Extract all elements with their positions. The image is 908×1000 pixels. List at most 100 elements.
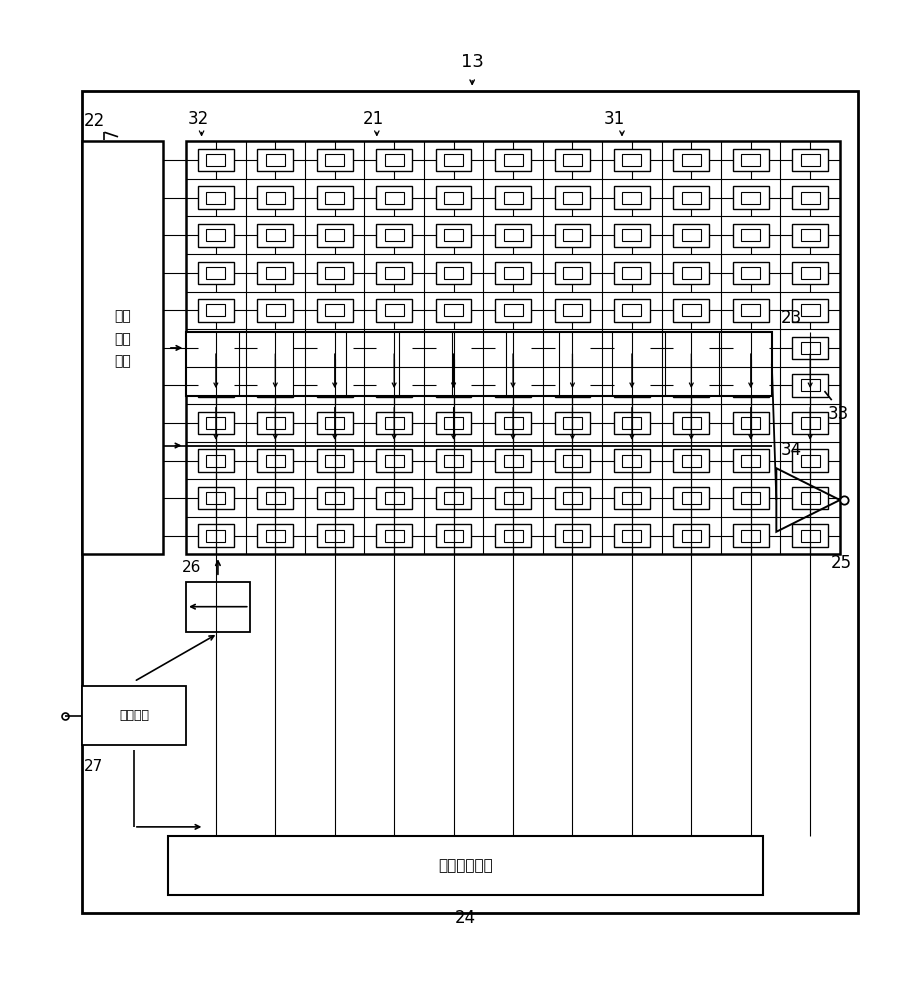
Bar (555, 487, 590, 509)
Bar (793, 262, 828, 284)
Bar (801, 530, 820, 542)
Bar (801, 304, 820, 316)
Bar (325, 417, 344, 429)
Bar (614, 337, 650, 359)
Bar (555, 337, 590, 359)
Bar (801, 379, 820, 391)
Bar (622, 192, 641, 204)
Bar (266, 379, 285, 391)
Bar (555, 412, 590, 434)
Bar (206, 530, 225, 542)
Bar (563, 267, 582, 279)
Bar (82, 141, 163, 554)
Bar (444, 229, 463, 241)
Bar (793, 186, 828, 209)
Bar (385, 229, 404, 241)
Bar (436, 412, 471, 434)
Text: 23: 23 (781, 309, 802, 327)
Bar (495, 524, 531, 547)
Bar (614, 186, 650, 209)
Bar (504, 530, 522, 542)
Bar (733, 186, 768, 209)
Bar (733, 449, 768, 472)
Bar (793, 337, 828, 359)
Bar (317, 299, 352, 322)
Bar (198, 337, 233, 359)
Bar (801, 455, 820, 467)
Bar (504, 379, 522, 391)
Bar (674, 149, 709, 171)
Bar (436, 487, 471, 509)
Bar (198, 524, 233, 547)
Bar (376, 186, 412, 209)
Text: 24: 24 (455, 909, 476, 927)
Bar (614, 224, 650, 247)
Bar (801, 267, 820, 279)
Bar (206, 267, 225, 279)
Bar (793, 224, 828, 247)
Bar (376, 337, 412, 359)
Bar (325, 304, 344, 316)
Bar (495, 374, 531, 397)
Bar (674, 224, 709, 247)
Bar (317, 337, 352, 359)
Bar (563, 455, 582, 467)
Bar (258, 412, 293, 434)
Bar (622, 530, 641, 542)
Bar (682, 267, 701, 279)
Bar (266, 417, 285, 429)
Bar (376, 299, 412, 322)
Bar (495, 487, 531, 509)
Bar (325, 154, 344, 166)
Bar (444, 530, 463, 542)
Bar (206, 304, 225, 316)
Bar (385, 379, 404, 391)
Text: 水平驅動電路: 水平驅動電路 (438, 858, 493, 873)
Bar (504, 154, 522, 166)
Bar (317, 487, 352, 509)
Bar (266, 229, 285, 241)
Bar (266, 530, 285, 542)
Bar (682, 192, 701, 204)
Bar (258, 449, 293, 472)
Bar (622, 417, 641, 429)
Bar (317, 262, 352, 284)
Bar (376, 374, 412, 397)
Bar (674, 374, 709, 397)
Bar (682, 379, 701, 391)
Bar (444, 492, 463, 504)
Bar (555, 224, 590, 247)
Bar (674, 299, 709, 322)
Bar (793, 412, 828, 434)
Bar (436, 149, 471, 171)
Bar (206, 154, 225, 166)
Bar (258, 262, 293, 284)
Bar (495, 449, 531, 472)
Bar (793, 374, 828, 397)
Bar (317, 412, 352, 434)
Bar (682, 229, 701, 241)
Bar (682, 342, 701, 354)
Bar (793, 149, 828, 171)
Bar (258, 337, 293, 359)
Bar (258, 299, 293, 322)
Bar (622, 267, 641, 279)
Bar (376, 224, 412, 247)
Bar (436, 449, 471, 472)
Bar (495, 186, 531, 209)
Bar (198, 487, 233, 509)
Bar (317, 449, 352, 472)
Bar (258, 224, 293, 247)
Bar (266, 304, 285, 316)
Bar (385, 455, 404, 467)
Bar (741, 267, 760, 279)
Bar (563, 492, 582, 504)
Bar (206, 229, 225, 241)
Bar (186, 141, 840, 554)
Bar (622, 154, 641, 166)
Bar (801, 417, 820, 429)
Bar (444, 304, 463, 316)
Bar (563, 342, 582, 354)
Bar (444, 417, 463, 429)
Bar (206, 192, 225, 204)
